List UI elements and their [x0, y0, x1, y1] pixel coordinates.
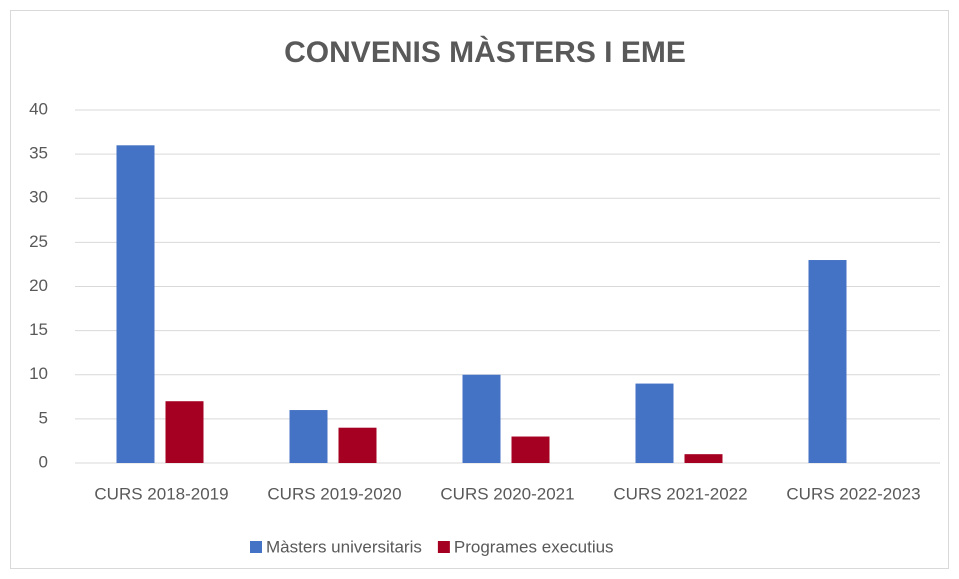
- x-tick-label: CURS 2019-2020: [267, 484, 401, 503]
- bar: [462, 374, 501, 463]
- legend-label: Màsters universitaris: [266, 537, 422, 556]
- x-tick-label: CURS 2018-2019: [94, 484, 228, 503]
- bar: [635, 383, 674, 463]
- legend-label: Programes executius: [454, 537, 614, 556]
- y-tick-label: 15: [29, 320, 48, 339]
- bar: [338, 427, 377, 463]
- bar: [165, 401, 204, 463]
- y-tick-label: 10: [29, 364, 48, 383]
- bar: [808, 260, 847, 463]
- chart-title: CONVENIS MÀSTERS I EME: [284, 35, 686, 69]
- x-tick-label: CURS 2022-2023: [786, 484, 920, 503]
- y-tick-label: 40: [29, 99, 48, 118]
- y-tick-label: 35: [29, 144, 48, 163]
- legend-swatch: [437, 541, 450, 553]
- y-tick-label: 25: [29, 232, 48, 251]
- y-tick-label: 30: [29, 188, 48, 207]
- y-tick-label: 0: [39, 452, 48, 471]
- chart-border: [10, 10, 949, 569]
- bar: [116, 145, 155, 464]
- y-tick-label: 20: [29, 276, 48, 295]
- bar: [684, 454, 723, 463]
- x-tick-label: CURS 2020-2021: [440, 484, 574, 503]
- x-tick-label: CURS 2021-2022: [613, 484, 747, 503]
- bar: [289, 410, 328, 463]
- legend-swatch: [250, 541, 262, 553]
- y-tick-label: 5: [39, 408, 48, 427]
- bar: [511, 436, 550, 463]
